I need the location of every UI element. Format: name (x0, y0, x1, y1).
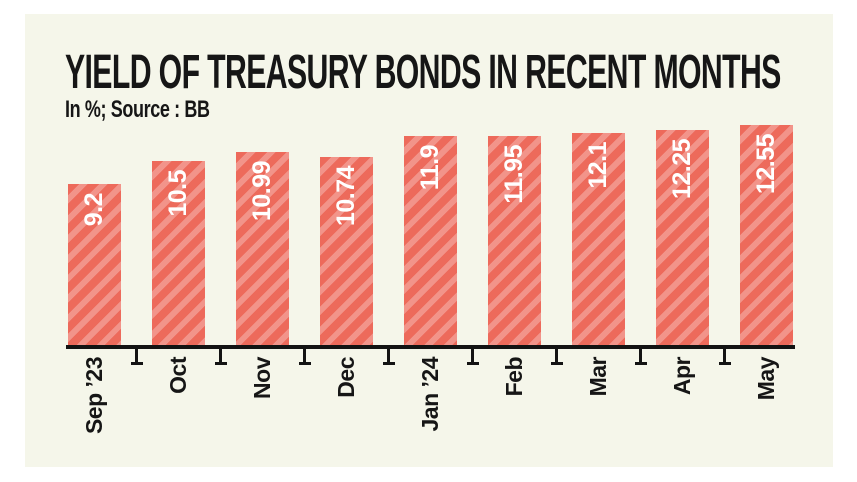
bar: 10.99 (236, 152, 289, 345)
x-axis-label-cell: Dec (320, 357, 373, 462)
x-axis-label-cell: Apr (656, 357, 709, 462)
plot-area: 9.2 10.5 10.99 10.74 11.9 11.95 12.1 12.25 12.55… (66, 125, 795, 467)
bar-value-label: 11.9 (416, 145, 444, 191)
bar: 9.2 (68, 184, 121, 345)
bar-value-label: 12.25 (668, 139, 696, 200)
bar: 11.95 (488, 136, 541, 345)
bar: 10.74 (320, 157, 373, 345)
chart-subtitle: In %; Source : BB (65, 96, 210, 123)
x-axis-line (66, 345, 795, 349)
x-axis-label: Sep ’23 (81, 357, 107, 435)
x-axis-label: Feb (501, 357, 527, 397)
x-axis-labels-row: Sep ’23 Oct Nov Dec Jan ’24 Feb Mar Apr May (68, 357, 793, 462)
x-axis-label-cell: Feb (488, 357, 541, 462)
axis-tick (382, 349, 395, 365)
axis-tick (718, 349, 731, 365)
x-axis-label-cell: May (740, 357, 793, 462)
bar-value-label: 10.5 (164, 170, 192, 217)
x-axis-label: Mar (585, 357, 611, 397)
bar: 11.9 (404, 136, 457, 345)
bar: 12.1 (572, 133, 625, 345)
axis-tick (550, 349, 563, 365)
x-axis-label: Apr (669, 357, 695, 396)
chart-title: YIELD OF TREASURY BONDS IN RECENT MONTHS (65, 46, 781, 99)
bar-value-label: 12.55 (752, 134, 780, 195)
x-axis-label-cell: Oct (152, 357, 205, 462)
bar: 10.5 (152, 161, 205, 345)
axis-tick (634, 349, 647, 365)
bar: 12.55 (740, 125, 793, 345)
x-axis-label: Jan ’24 (417, 357, 443, 432)
x-axis-label: Dec (333, 357, 359, 398)
bar-value-label: 11.95 (500, 145, 528, 204)
axis-tick (298, 349, 311, 365)
bar-value-label: 10.99 (248, 161, 276, 222)
x-axis-label-cell: Nov (236, 357, 289, 462)
ticks-layer (68, 349, 793, 365)
bar-value-label: 12.1 (584, 142, 612, 189)
x-axis-label-cell: Sep ’23 (68, 357, 121, 462)
bar-value-label: 9.2 (80, 193, 108, 227)
x-axis-label: Oct (165, 357, 191, 394)
bars-row: 9.2 10.5 10.99 10.74 11.9 11.95 12.1 12.25 12.55 (68, 125, 793, 345)
axis-tick (466, 349, 479, 365)
bar-value-label: 10.74 (332, 166, 360, 227)
x-axis-label: Nov (249, 357, 275, 399)
bar: 12.25 (656, 130, 709, 345)
x-axis-label: May (753, 357, 779, 401)
axis-tick (130, 349, 143, 365)
chart-panel: YIELD OF TREASURY BONDS IN RECENT MONTHS… (25, 14, 833, 467)
x-axis-label-cell: Jan ’24 (404, 357, 457, 462)
axis-tick (214, 349, 227, 365)
x-axis-label-cell: Mar (572, 357, 625, 462)
